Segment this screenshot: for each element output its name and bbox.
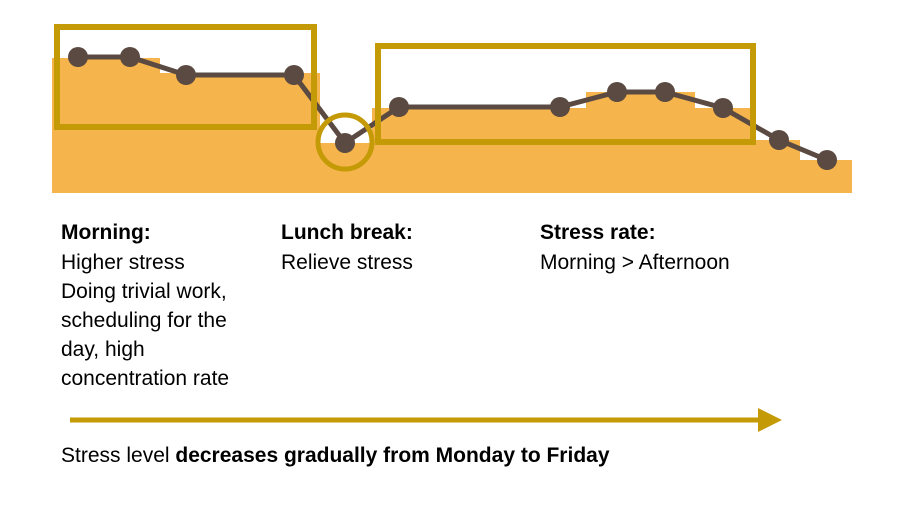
point	[655, 82, 675, 102]
point	[817, 150, 837, 170]
section-line: scheduling for the	[61, 309, 227, 332]
point	[769, 130, 789, 150]
section-line: Higher stress	[61, 251, 185, 274]
section-heading: Stress rate:	[540, 221, 656, 244]
section-line: concentration rate	[61, 367, 229, 390]
footer-normal: Stress level	[61, 444, 175, 467]
point	[550, 97, 570, 117]
footer-bold: decreases gradually from Monday to Frida…	[175, 444, 609, 467]
section-heading: Lunch break:	[281, 221, 413, 244]
point	[389, 97, 409, 117]
point	[120, 47, 140, 67]
arrow-head	[758, 408, 782, 432]
point	[607, 82, 627, 102]
point	[176, 65, 196, 85]
section-line: Morning > Afternoon	[540, 251, 730, 274]
point	[713, 98, 733, 118]
section-texts: Morning: Higher stress Doing trivial work,…	[61, 221, 730, 390]
section-line: Doing trivial work,	[61, 280, 227, 303]
afternoon-box	[375, 43, 756, 145]
section-line: Relieve stress	[281, 251, 413, 274]
point	[335, 133, 355, 153]
point	[68, 47, 88, 67]
stress-area	[52, 58, 852, 193]
footer: Stress level decreases gradually from Mo…	[61, 444, 610, 467]
morning-box	[54, 24, 317, 130]
lunch-circle	[315, 112, 375, 172]
point	[284, 65, 304, 85]
section-heading: Morning:	[61, 221, 151, 244]
section-line: day, high	[61, 338, 145, 361]
stress-points	[68, 47, 837, 170]
